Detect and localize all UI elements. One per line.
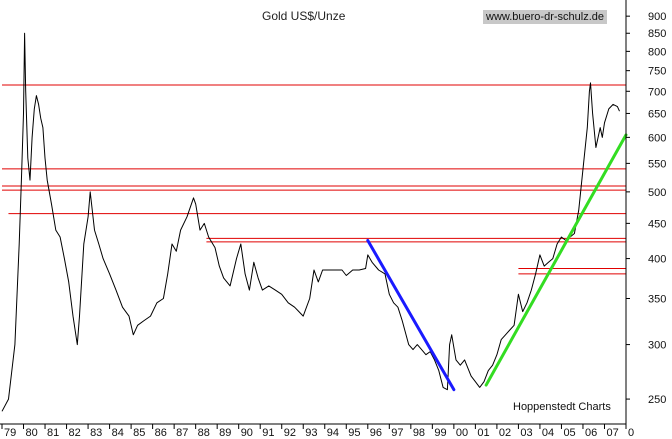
y-axis: 900 850 800 750 700 650 600 550 500 450 400 350 300 2… [626, 11, 666, 406]
x-tick-label: 94 [327, 427, 339, 439]
chart-credit: Hoppenstedt Charts [513, 401, 611, 413]
source-url: www.buero-dr-schulz.de [483, 10, 607, 24]
axes [0, 0, 627, 425]
x-tick-label: 95 [348, 427, 360, 439]
x-tick-label: 81 [47, 427, 59, 439]
chart-title: Gold US$/Unze [262, 9, 346, 23]
x-tick-label: 86 [155, 427, 167, 439]
trend-line [484, 133, 628, 387]
y-tick-label: 900 [648, 11, 666, 23]
x-tick-label: 06 [585, 427, 597, 439]
x-tick-label: 96 [370, 427, 382, 439]
y-tick-label: 450 [648, 218, 666, 230]
y-tick-label: 400 [648, 254, 666, 266]
support-resistance-lines [2, 84, 626, 275]
x-tick-label: 80 [26, 427, 38, 439]
y-tick-label: 300 [648, 340, 666, 352]
x-tick-label: 98 [413, 427, 425, 439]
trend-line [366, 238, 456, 392]
x-tick-label: 05 [563, 427, 575, 439]
x-tick-label: 91 [262, 427, 274, 439]
x-tick-label: 90 [241, 427, 253, 439]
x-tick-label: 79 [4, 427, 16, 439]
price-line [1, 32, 620, 412]
trend-lines [366, 133, 628, 392]
x-tick-label: 0 [628, 427, 634, 439]
x-axis: 79 80 81 82 83 84 85 86 87 88 89 90 91 92 93 94 95 96 97 98… [1, 424, 634, 439]
x-tick-label: 04 [542, 427, 554, 439]
y-tick-label: 700 [648, 86, 666, 98]
x-tick-label: 07 [606, 427, 618, 439]
price-series [1, 32, 620, 412]
y-tick-label: 850 [648, 28, 666, 40]
x-tick-label: 93 [305, 427, 317, 439]
x-tick-label: 87 [176, 427, 188, 439]
y-tick-label: 650 [648, 108, 666, 120]
x-tick-label: 89 [219, 427, 231, 439]
y-tick-label: 600 [648, 132, 666, 144]
y-tick-label: 250 [648, 394, 666, 406]
x-tick-label: 84 [112, 427, 124, 439]
x-tick-label: 83 [90, 427, 102, 439]
x-tick-label: 01 [477, 427, 489, 439]
x-tick-label: 02 [499, 427, 511, 439]
x-tick-label: 03 [520, 427, 532, 439]
x-tick-label: 00 [456, 427, 468, 439]
x-tick-label: 97 [391, 427, 403, 439]
x-tick-label: 99 [434, 427, 446, 439]
y-tick-label: 800 [648, 46, 666, 58]
x-tick-label: 82 [69, 427, 81, 439]
x-tick-label: 92 [284, 427, 296, 439]
y-tick-label: 350 [648, 293, 666, 305]
x-tick-label: 85 [133, 427, 145, 439]
y-tick-label: 750 [648, 66, 666, 78]
y-tick-label: 500 [648, 187, 666, 199]
y-tick-label: 550 [648, 158, 666, 170]
x-tick-label: 88 [198, 427, 210, 439]
